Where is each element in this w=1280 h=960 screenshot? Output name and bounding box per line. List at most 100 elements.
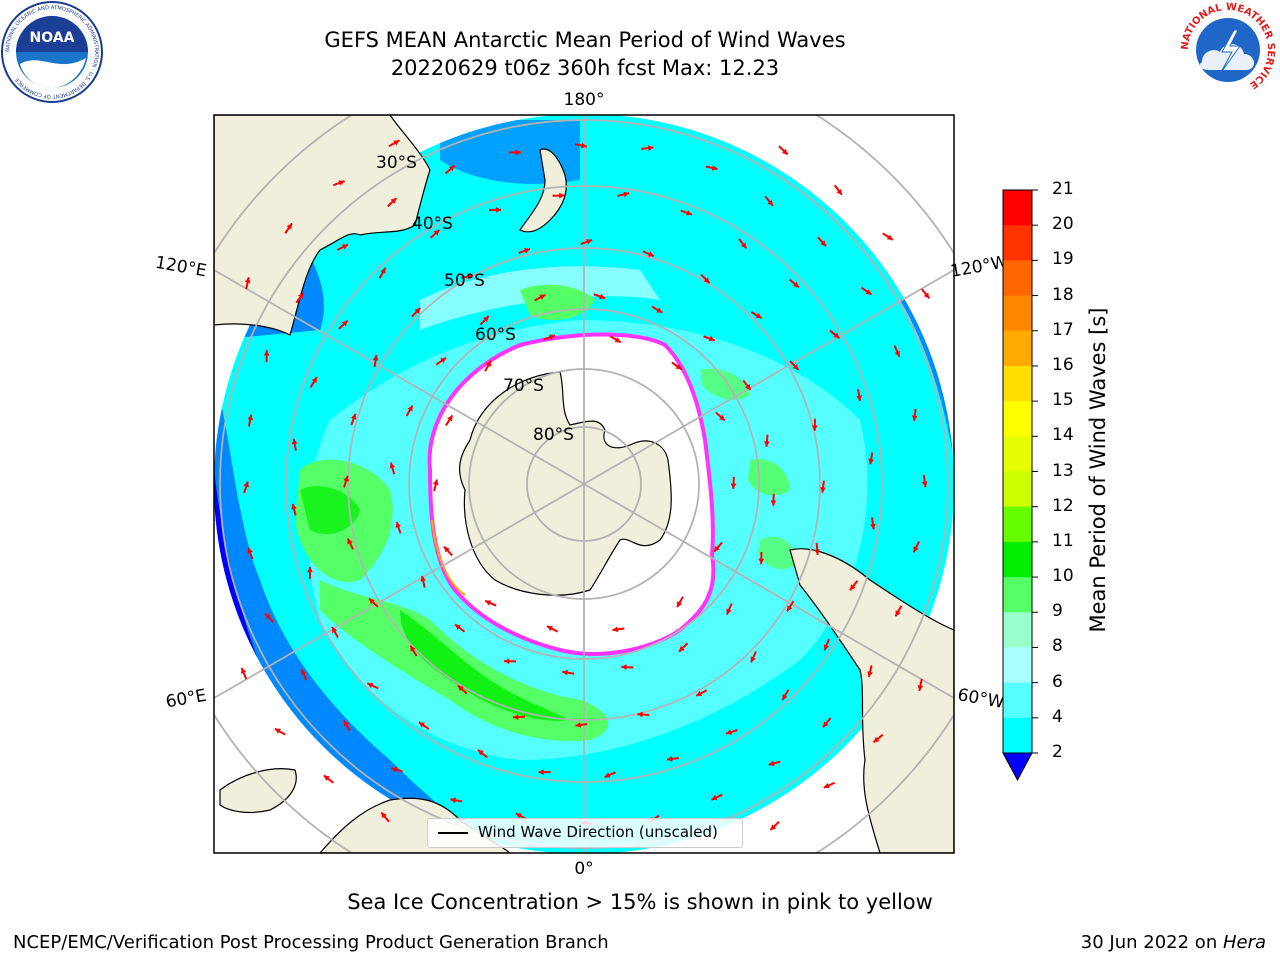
wave-vector-head bbox=[856, 395, 862, 401]
wave-vector-head bbox=[894, 350, 900, 357]
noaa-logo-text: NOAA bbox=[30, 30, 75, 46]
colorbar-extend-arrow bbox=[1002, 752, 1033, 782]
footer-host: Hera bbox=[1222, 932, 1266, 953]
wave-vector-head bbox=[407, 405, 413, 412]
wave-vector-head bbox=[822, 721, 829, 728]
wave-vector-head bbox=[380, 267, 386, 274]
wave-vector-head bbox=[440, 357, 447, 364]
lat-label-80s: 80°S bbox=[533, 425, 574, 445]
wave-vector-head bbox=[725, 729, 732, 735]
wave-vector-head bbox=[483, 316, 489, 322]
wave-vector-head bbox=[792, 364, 799, 370]
footer-date-text: 30 Jun 2022 on bbox=[1080, 932, 1223, 953]
wave-vector-head bbox=[913, 546, 919, 553]
wave-vector-head bbox=[755, 312, 762, 319]
colorbar-tick-label: 9 bbox=[1052, 601, 1063, 622]
wave-vector-head bbox=[678, 645, 685, 652]
wave-vector-head bbox=[586, 239, 593, 245]
wave-vector-head bbox=[614, 337, 621, 343]
wave-vector-head bbox=[323, 775, 330, 781]
wave-vector-head bbox=[393, 140, 400, 146]
wave-vector-head bbox=[740, 242, 747, 249]
wave-vector-head bbox=[332, 626, 338, 633]
colorbar-segment bbox=[1003, 506, 1032, 543]
chart-subtitle: 20220629 t06z 360h fcst Max: 12.23 bbox=[390, 56, 780, 80]
wave-vector-head bbox=[546, 626, 553, 632]
wave-vector-head bbox=[666, 756, 673, 762]
colorbar-tick-label: 21 bbox=[1052, 179, 1074, 199]
wave-vector-head bbox=[513, 714, 519, 720]
vector-legend: Wind Wave Direction (unscaled) bbox=[427, 818, 743, 848]
colorbar-segment bbox=[1003, 295, 1032, 332]
wave-vector-head bbox=[291, 503, 297, 510]
colorbar-tick-label: 20 bbox=[1052, 214, 1074, 235]
wave-vector-head bbox=[921, 481, 928, 487]
wave-vector-head bbox=[782, 694, 788, 701]
wave-vector-head bbox=[850, 584, 856, 591]
wave-vector-head bbox=[923, 292, 930, 299]
wave-vector-head bbox=[350, 413, 357, 420]
wave-vector-head bbox=[711, 165, 718, 171]
wave-vector-head bbox=[873, 736, 880, 743]
wave-vector-head bbox=[447, 415, 453, 422]
colorbar-tick-label: 16 bbox=[1052, 354, 1074, 375]
wave-vector-head bbox=[457, 685, 464, 692]
sea-ice-note: Sea Ice Concentration > 15% is shown in … bbox=[347, 890, 933, 914]
lon-label-180: 180° bbox=[564, 90, 605, 110]
wave-vector-head bbox=[820, 487, 826, 493]
wave-vector-head bbox=[367, 682, 374, 689]
lon-label-120w: 120°W bbox=[949, 252, 1010, 282]
colorbar-tick-label: 8 bbox=[1052, 636, 1063, 657]
colorbar-tick-label: 13 bbox=[1052, 460, 1074, 481]
graticule bbox=[214, 115, 954, 853]
wave-vector-head bbox=[372, 354, 379, 361]
new-zealand-land bbox=[519, 148, 567, 233]
wave-vector-head bbox=[448, 165, 455, 172]
colorbar-tick-label: 10 bbox=[1052, 566, 1074, 587]
wave-vector-head bbox=[647, 251, 654, 257]
wave-vector-head bbox=[793, 281, 799, 288]
wave-vector-head bbox=[823, 782, 830, 789]
wave-vector-head bbox=[485, 360, 492, 367]
wave-vector-head bbox=[820, 240, 827, 247]
wave-vector-head bbox=[621, 664, 627, 671]
wave-vector-head bbox=[485, 600, 492, 606]
wave-vector-head bbox=[291, 438, 298, 445]
wave-vector-head bbox=[708, 335, 715, 342]
vector-legend-label: Wind Wave Direction (unscaled) bbox=[478, 823, 718, 841]
wave-vector-head bbox=[395, 521, 402, 528]
wave-vector-head bbox=[298, 292, 304, 299]
wave-vector-head bbox=[495, 207, 502, 213]
wave-vector-head bbox=[811, 425, 818, 431]
wave-vector-head bbox=[868, 458, 874, 465]
wave-vector-head bbox=[467, 273, 473, 280]
wave-vector-head bbox=[274, 728, 281, 734]
wave-vector-head bbox=[677, 601, 683, 608]
colorbar-tick-label: 15 bbox=[1052, 390, 1074, 411]
antarctica-land bbox=[458, 371, 672, 596]
colorbar-segment bbox=[1003, 612, 1032, 648]
colorbar-segment bbox=[1003, 541, 1032, 578]
wave-vector-head bbox=[719, 414, 725, 421]
wave-vector-head bbox=[301, 669, 307, 676]
colorbar-segment bbox=[1003, 471, 1032, 508]
colorbar-tick-label: 2 bbox=[1052, 742, 1063, 762]
wave-vector-head bbox=[515, 149, 521, 156]
wave-vector-head bbox=[865, 289, 872, 295]
wave-vector-head bbox=[686, 210, 693, 216]
colorbar-segment bbox=[1003, 682, 1032, 719]
wave-vector-head bbox=[432, 479, 439, 486]
wave-vector-head bbox=[341, 320, 348, 327]
wave-vector-head bbox=[286, 223, 292, 230]
wave-vector-head bbox=[562, 669, 569, 676]
wave-vector-head bbox=[703, 277, 710, 284]
wave-vector-head bbox=[420, 575, 427, 582]
colorbar-segment bbox=[1003, 225, 1032, 261]
lon-label-60w: 60°W bbox=[956, 685, 1006, 713]
colorbar-segment bbox=[1003, 647, 1032, 684]
wave-vector-head bbox=[343, 475, 349, 482]
wave-vector-head bbox=[343, 720, 349, 727]
colorbar-segment bbox=[1003, 365, 1032, 402]
colorbar-segment bbox=[1003, 401, 1032, 437]
